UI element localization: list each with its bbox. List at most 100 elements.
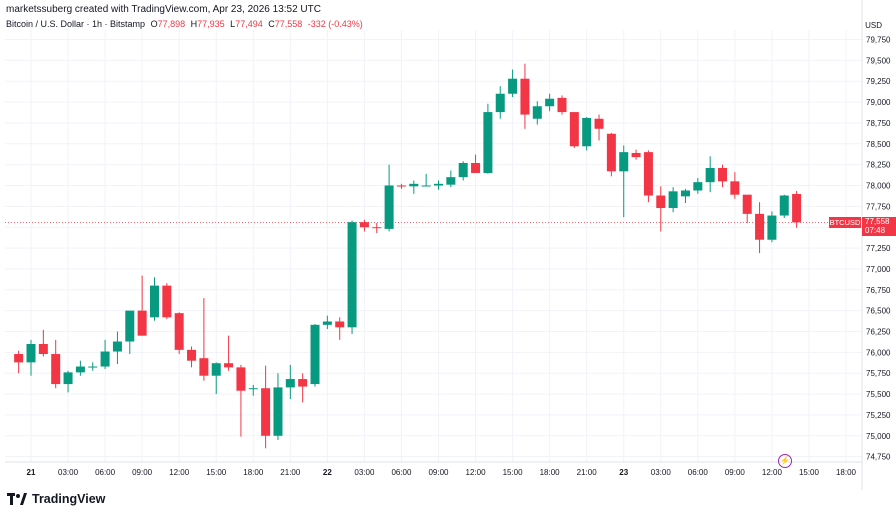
- price-tick-label: 77,750: [866, 202, 891, 211]
- time-tick-label: 06:00: [95, 468, 116, 477]
- candle-body: [273, 387, 283, 436]
- open-label: O: [150, 19, 158, 29]
- price-tick-label: 75,750: [866, 369, 891, 378]
- logo-text: TradingView: [32, 492, 106, 506]
- time-tick-label: 06:00: [688, 468, 709, 477]
- time-tick-label: 12:00: [466, 468, 487, 477]
- price-tick-label: 76,250: [866, 328, 891, 337]
- candle-body: [261, 388, 271, 436]
- time-tick-label: 15:00: [799, 468, 820, 477]
- candle-body: [792, 194, 802, 223]
- price-tick-label: 75,000: [866, 432, 891, 441]
- flash-icon[interactable]: ⚡: [778, 454, 792, 468]
- candle-body: [594, 118, 604, 129]
- price-tick-label: 76,500: [866, 307, 891, 316]
- close-label: C: [268, 19, 275, 29]
- last-price-value: 77,558: [865, 216, 890, 226]
- time-tick-label: 21:00: [577, 468, 598, 477]
- candle-body: [38, 344, 48, 355]
- candle-body: [520, 78, 530, 115]
- candle-body: [409, 183, 419, 187]
- price-tick-label: 77,000: [866, 265, 891, 274]
- candle-body: [458, 162, 468, 178]
- candle-body: [569, 112, 579, 147]
- open-value: 77,898: [157, 19, 186, 29]
- candle-body: [742, 194, 752, 214]
- high-value: 77,935: [197, 19, 225, 29]
- time-tick-label: 18:00: [243, 468, 264, 477]
- candle-body: [545, 98, 555, 107]
- change-value: -332 (-0.43%): [307, 19, 363, 29]
- price-tick-label: 79,750: [866, 36, 891, 45]
- candle-body: [730, 181, 740, 195]
- candle-body: [125, 310, 135, 342]
- grid-lines: [5, 0, 863, 490]
- tradingview-logo: TradingView: [7, 492, 105, 506]
- currency-label: USD: [865, 21, 882, 30]
- candle-body: [100, 351, 110, 367]
- time-tick-label: 18:00: [836, 468, 857, 477]
- time-tick-label: 03:00: [651, 468, 672, 477]
- ohlc-legend: Bitcoin / U.S. Dollar · 1h · Bitstamp O7…: [6, 19, 363, 29]
- candle-body: [285, 379, 295, 388]
- candle-body: [112, 341, 122, 352]
- candles: [14, 63, 802, 449]
- price-tick-label: 78,750: [866, 119, 891, 128]
- time-tick-label: 03:00: [354, 468, 375, 477]
- time-tick-label: 12:00: [762, 468, 783, 477]
- candle-body: [322, 321, 332, 325]
- candle-body: [384, 185, 394, 229]
- candle-body: [372, 227, 382, 229]
- candle-body: [557, 97, 567, 113]
- time-tick-label: 06:00: [391, 468, 412, 477]
- price-tick-label: 74,750: [866, 453, 891, 462]
- candle-body: [335, 321, 345, 328]
- time-tick-label: 03:00: [58, 468, 79, 477]
- time-tick-label: 23: [619, 468, 628, 477]
- candle-body: [643, 152, 653, 196]
- candle-body: [310, 324, 320, 385]
- price-tick-label: 78,000: [866, 182, 891, 191]
- price-tick-label: 78,500: [866, 140, 891, 149]
- price-tick-label: 76,000: [866, 348, 891, 357]
- candle-body: [248, 388, 258, 390]
- price-tick-label: 79,500: [866, 56, 891, 65]
- candle-body: [446, 177, 456, 185]
- candle-body: [668, 191, 678, 209]
- candle-body: [298, 379, 308, 387]
- price-axis: 74,750 75,000 75,250 75,500 75,750 76,000 76,2…: [866, 36, 891, 462]
- candle-body: [26, 344, 36, 363]
- candle-body: [767, 215, 777, 240]
- time-tick-label: 15:00: [503, 468, 524, 477]
- symbol-title: Bitcoin / U.S. Dollar · 1h · Bitstamp: [6, 19, 146, 29]
- candle-body: [582, 117, 592, 147]
- candle-body: [14, 354, 24, 363]
- candle-body: [224, 363, 234, 368]
- time-tick-label: 21:00: [280, 468, 301, 477]
- candle-body: [359, 222, 369, 228]
- time-tick-label: 22: [323, 468, 332, 477]
- candle-body: [693, 182, 703, 191]
- candle-body: [75, 366, 85, 373]
- candle-body: [137, 310, 147, 336]
- price-tick-label: 76,750: [866, 286, 891, 295]
- candle-body: [51, 354, 61, 385]
- chart-credit: marketssuberg created with TradingView.c…: [6, 4, 321, 15]
- candle-body: [396, 185, 406, 187]
- candle-body: [174, 313, 184, 350]
- candle-body: [779, 195, 789, 216]
- candle-body: [347, 222, 357, 328]
- candle-body: [532, 106, 542, 119]
- last-price-badge: 77,558 07:48: [862, 216, 896, 236]
- time-tick-label: 09:00: [428, 468, 449, 477]
- candle-body: [187, 349, 197, 361]
- price-tick-label: 75,500: [866, 390, 891, 399]
- time-tick-label: 18:00: [540, 468, 561, 477]
- candle-body: [656, 195, 666, 209]
- candle-body: [236, 367, 246, 391]
- low-label: L: [230, 19, 236, 29]
- candle-body: [211, 363, 221, 376]
- candle-body: [718, 167, 728, 182]
- candle-body: [471, 162, 481, 173]
